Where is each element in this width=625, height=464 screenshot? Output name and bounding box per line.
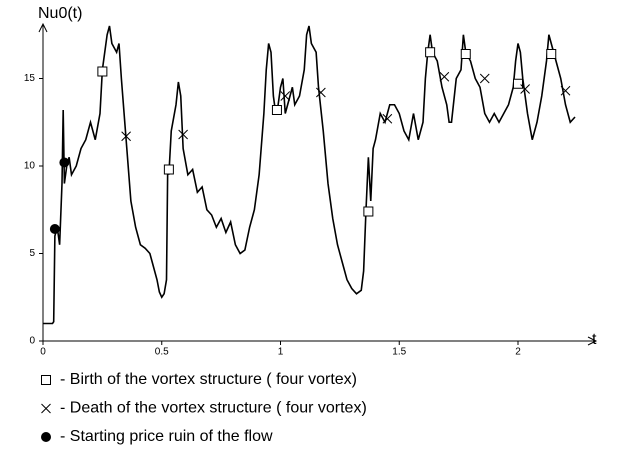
y-tick-label: 10 [24, 161, 36, 172]
x-tick-label: 1.5 [392, 347, 406, 358]
birth-marker [513, 78, 523, 89]
y-tick-label: 0 [29, 336, 35, 347]
x-tick-label: 2 [515, 347, 521, 358]
death-marker [520, 84, 530, 94]
legend-label: - Starting price ruin of the flow [60, 428, 273, 445]
birth-marker [41, 375, 51, 385]
death-marker [41, 403, 51, 414]
x-axis-label: t [592, 331, 597, 348]
death-marker [479, 73, 490, 84]
y-axis-label: Nu0(t) [38, 5, 82, 22]
birth-marker [460, 49, 471, 59]
death-marker [178, 129, 188, 140]
y-tick-label: 5 [29, 248, 35, 259]
start-marker [49, 224, 60, 234]
y-axis-arrow [38, 22, 48, 33]
y-tick-label: 15 [24, 73, 36, 84]
death-marker [316, 87, 326, 98]
death-marker [560, 85, 571, 96]
death-marker [439, 71, 450, 82]
birth-marker [163, 164, 174, 175]
x-axis-arrow [587, 336, 598, 346]
death-marker [121, 131, 131, 142]
birth-marker [363, 206, 374, 217]
birth-marker [425, 47, 436, 58]
legend-label: - Death of the vortex structure ( four v… [60, 400, 367, 417]
x-tick-label: 1 [278, 347, 284, 358]
x-tick-label: 0 [40, 347, 46, 358]
death-marker [382, 113, 393, 124]
birth-marker [97, 66, 108, 77]
death-marker [280, 91, 291, 101]
nu-curve [43, 25, 576, 325]
x-tick-label: 0.5 [155, 347, 169, 358]
birth-marker [546, 49, 557, 59]
legend-label: - Birth of the vortex structure ( four v… [60, 371, 357, 388]
birth-marker [271, 105, 282, 115]
start-marker [41, 432, 51, 442]
start-marker [59, 157, 70, 168]
